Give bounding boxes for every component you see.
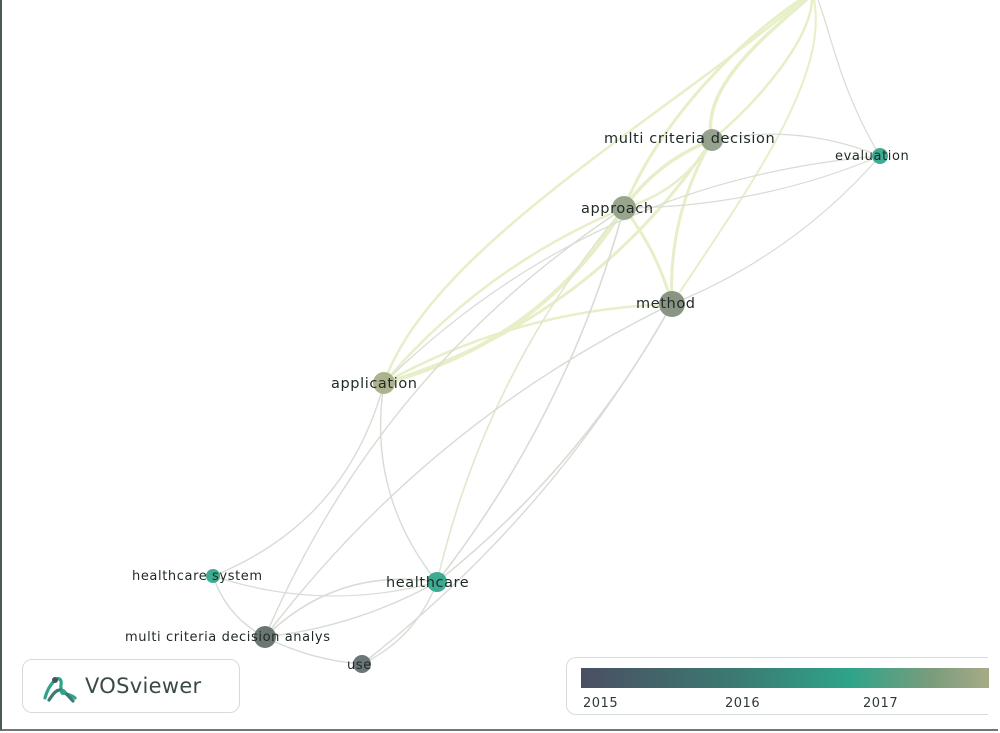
- link-meth-eval: [671, 155, 881, 305]
- link-appr-mcda: [264, 207, 625, 638]
- link-appl-appr: [382, 206, 626, 385]
- link-appr-offscreen: [622, 0, 802, 210]
- link-meth-hc: [436, 303, 673, 583]
- link-mcd-meth: [670, 138, 714, 306]
- link-appl-hsys: [212, 382, 385, 577]
- node-hsys[interactable]: [206, 569, 220, 583]
- node-label-mcd[interactable]: multi criteria decision: [604, 131, 775, 147]
- legend-tick-label: 2015: [583, 696, 619, 711]
- node-label-hsys[interactable]: healthcare system: [132, 569, 263, 584]
- link-eval-offscreen: [817, 0, 881, 157]
- link-mcd-appr: [622, 138, 714, 210]
- node-appl[interactable]: [373, 372, 395, 394]
- vosviewer-logo-text: VOSviewer: [85, 674, 202, 698]
- link-meth-use: [361, 303, 673, 665]
- node-mcda[interactable]: [254, 626, 276, 648]
- link-mcd-eval: [711, 133, 881, 157]
- overlay-color-legend: 2015 2016 2017: [566, 657, 989, 715]
- label-layer: multi criteria decision evaluation approac…: [125, 131, 909, 673]
- node-eval[interactable]: [872, 148, 888, 164]
- link-appl-mcd: [382, 138, 714, 385]
- link-appr-hc: [436, 207, 625, 583]
- link-hsys-hc: [212, 575, 438, 597]
- node-label-hc[interactable]: healthcare: [386, 575, 469, 591]
- node-label-appl[interactable]: application: [331, 376, 418, 392]
- node-label-mcda[interactable]: multi criteria decision analys: [125, 630, 331, 645]
- link-mcd-offscreen: [708, 0, 808, 142]
- link-appl-eval: [383, 155, 881, 384]
- node-appr[interactable]: [612, 196, 636, 220]
- link-meth-mcda: [264, 303, 673, 638]
- node-hc[interactable]: [427, 572, 447, 592]
- legend-tick-label: 2016: [725, 696, 761, 711]
- legend-color-scale: [581, 668, 989, 688]
- link-meth-offscreen: [671, 0, 817, 305]
- vosviewer-logo: VOSviewer: [22, 659, 240, 713]
- link-appr-hc: [436, 207, 625, 583]
- node-mcd[interactable]: [701, 129, 723, 151]
- legend-tick-label: 2017: [863, 696, 899, 711]
- link-appl-meth: [382, 302, 674, 385]
- link-appr-eval: [623, 155, 881, 209]
- node-layer: [206, 129, 888, 673]
- link-hc-mcda: [264, 581, 438, 638]
- node-use[interactable]: [353, 655, 371, 673]
- link-appl-offscreen: [382, 0, 804, 385]
- node-label-meth[interactable]: method: [636, 296, 696, 312]
- node-meth[interactable]: [659, 291, 685, 317]
- node-label-eval[interactable]: evaluation: [835, 149, 909, 164]
- node-label-use[interactable]: use: [347, 658, 372, 673]
- link-layer: [212, 0, 881, 665]
- link-mcd-offscreen: [710, 0, 814, 142]
- link-appl-hc: [379, 382, 438, 583]
- link-hsys-mcda: [212, 575, 266, 638]
- link-appl-appr: [382, 206, 626, 385]
- link-hc-use: [361, 581, 438, 665]
- vosviewer-logo-icon: [43, 677, 77, 703]
- link-hc-mcda: [264, 578, 438, 638]
- node-label-appr[interactable]: approach: [581, 201, 654, 217]
